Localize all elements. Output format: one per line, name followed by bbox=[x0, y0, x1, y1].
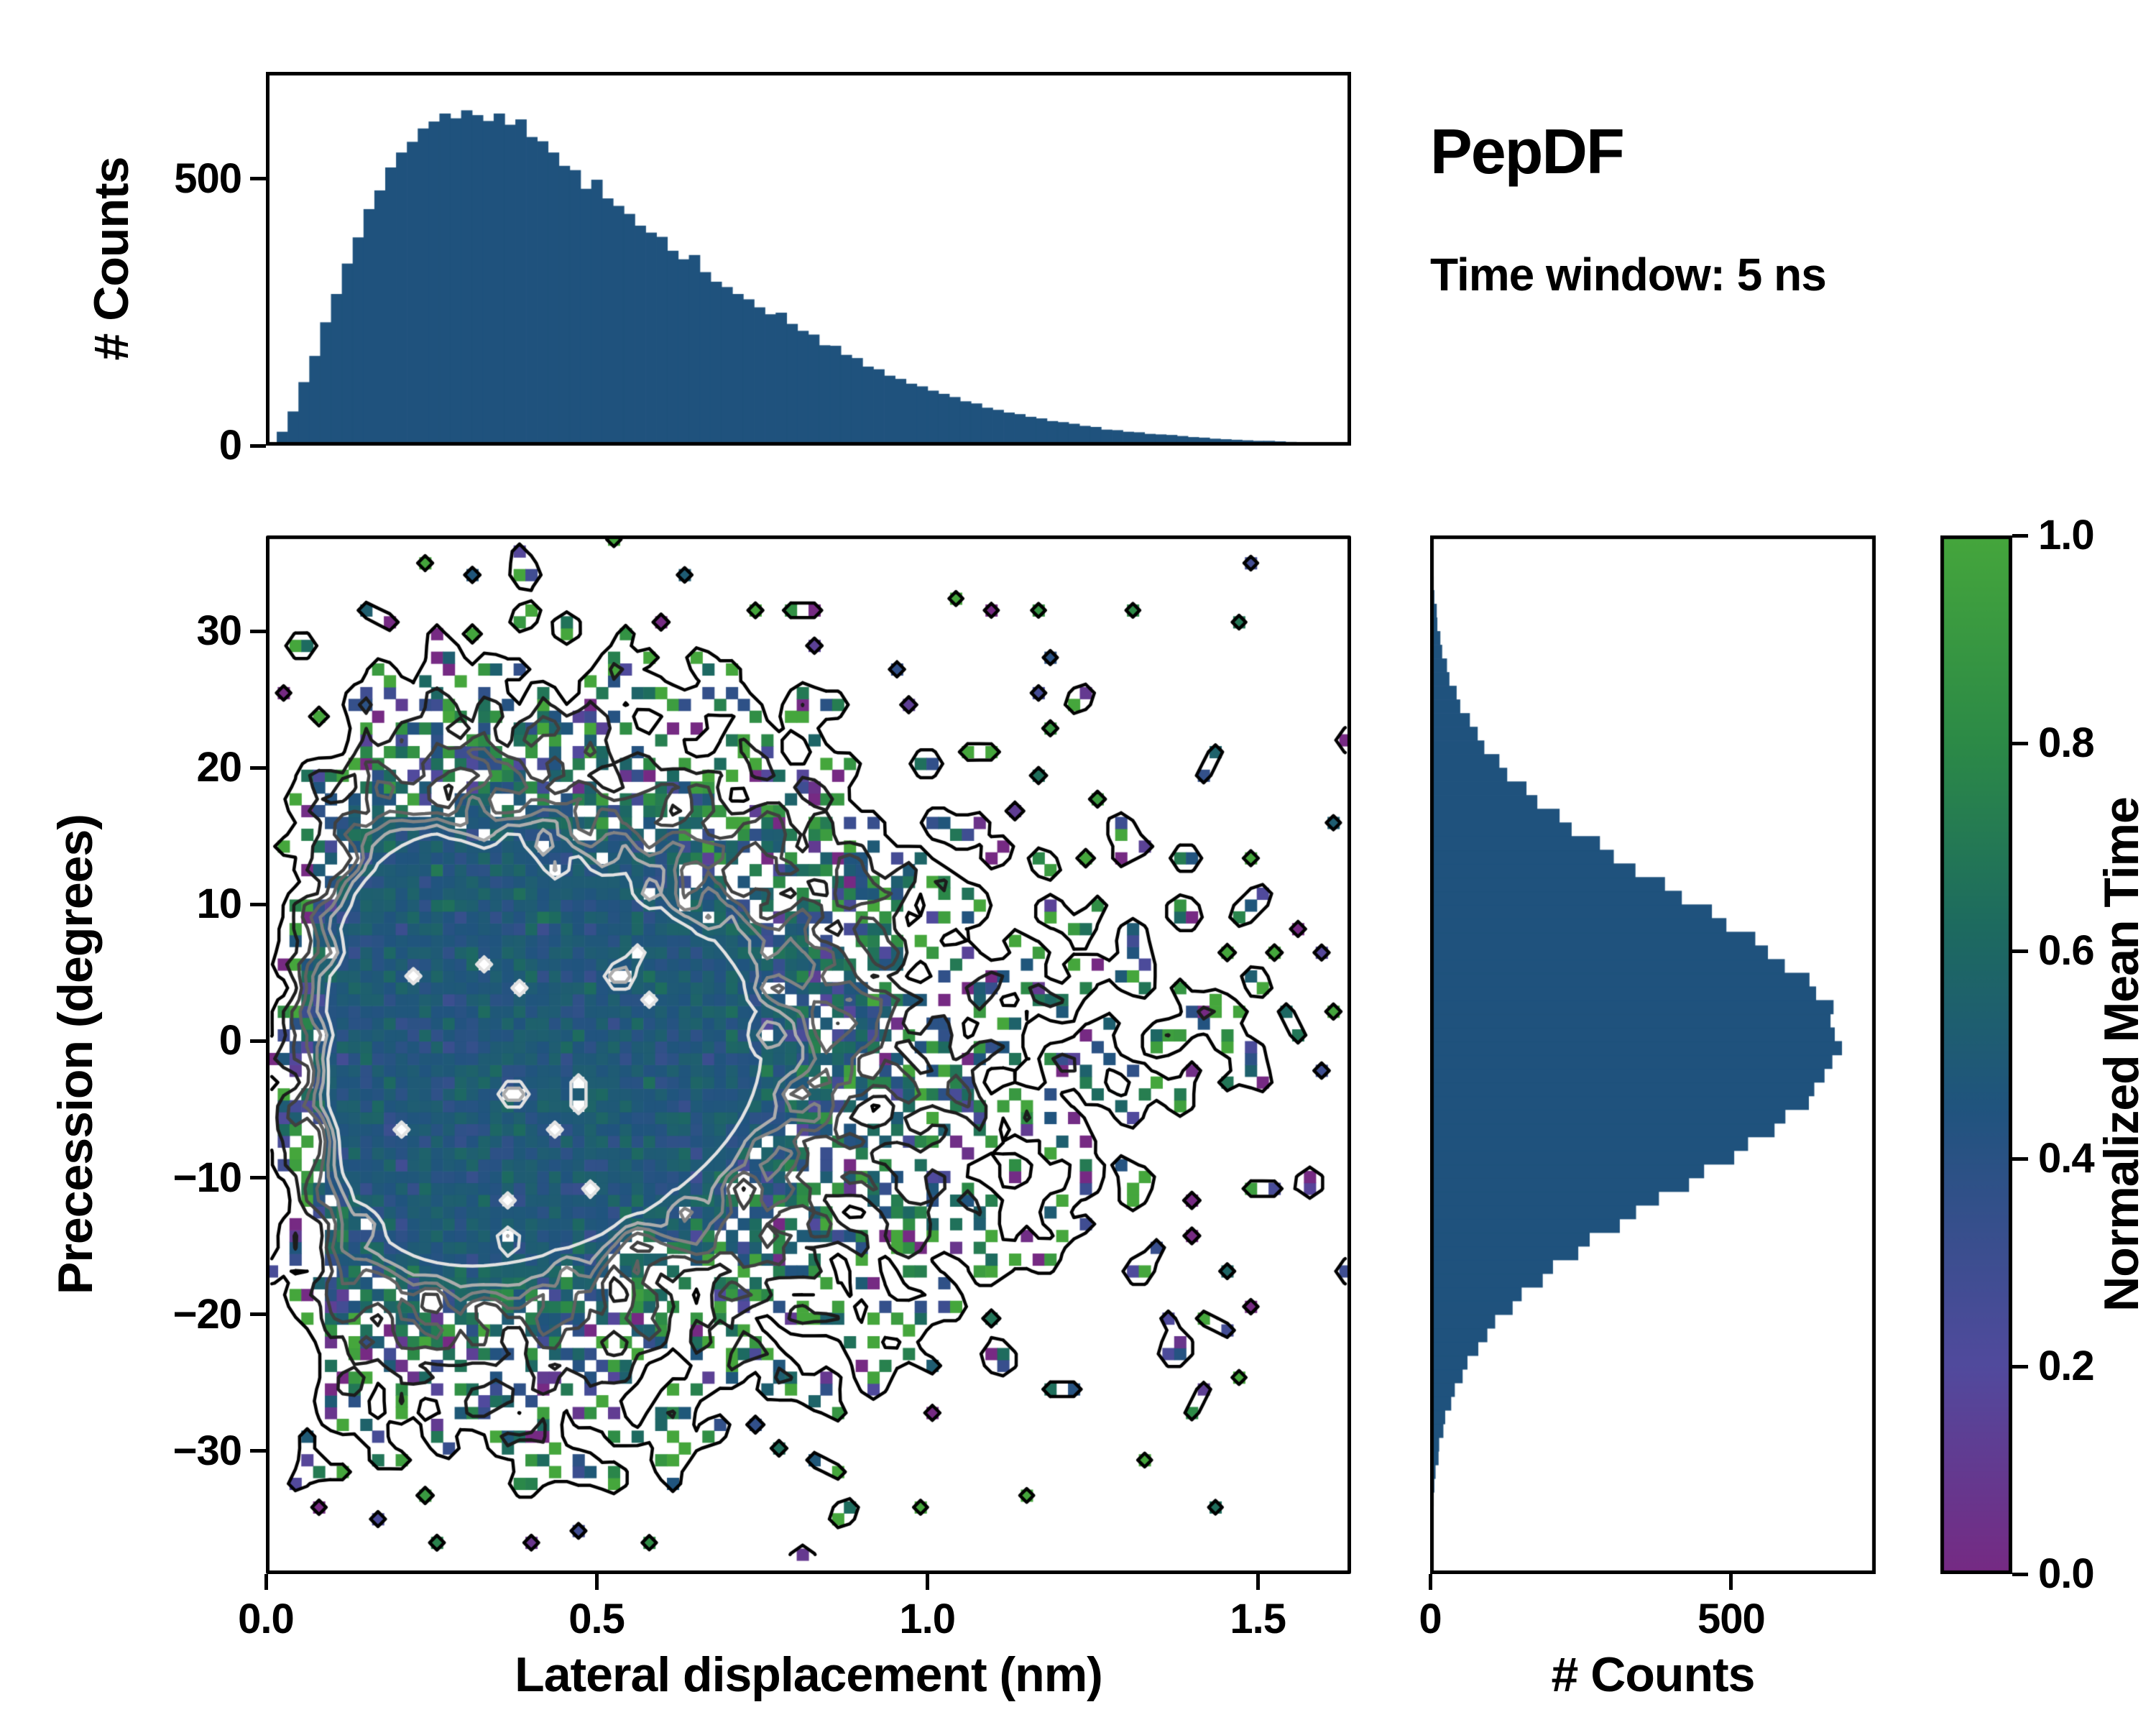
colorbar-tick-label: 0.2 bbox=[2038, 1343, 2095, 1389]
joint-heatmap-panel bbox=[266, 535, 1351, 1574]
joint-y-tick-label: 0 bbox=[218, 1017, 242, 1064]
right-hist-x-tick-label: 0 bbox=[1419, 1596, 1442, 1642]
colorbar-tick-mark bbox=[2012, 533, 2028, 538]
colorbar-tick-label: 0.6 bbox=[2038, 927, 2095, 974]
figure-title: PepDF bbox=[1430, 116, 1625, 187]
joint-y-tick-label: −20 bbox=[172, 1290, 242, 1338]
top-histogram-panel bbox=[266, 72, 1351, 446]
colorbar-tick-label: 1.0 bbox=[2038, 512, 2095, 558]
joint-y-tick-label: −30 bbox=[172, 1427, 242, 1474]
right-hist-x-tick-mark bbox=[1428, 1574, 1432, 1590]
joint-x-tick-mark bbox=[264, 1574, 268, 1590]
joint-x-tick-label: 0.0 bbox=[238, 1596, 295, 1642]
colorbar-tick-mark bbox=[2012, 1572, 2028, 1576]
colorbar-tick-mark bbox=[2012, 949, 2028, 953]
joint-y-tick-mark bbox=[250, 902, 266, 906]
joint-x-tick-mark bbox=[594, 1574, 599, 1590]
colorbar-tick-label: 0.8 bbox=[2038, 719, 2095, 766]
joint-y-tick-mark bbox=[250, 1176, 266, 1180]
top-histogram-canvas bbox=[266, 72, 1351, 446]
right-hist-x-axis-label: # Counts bbox=[1551, 1647, 1756, 1702]
joint-y-tick-mark bbox=[250, 1449, 266, 1453]
joint-x-tick-label: 1.0 bbox=[899, 1596, 956, 1642]
colorbar-canvas bbox=[1940, 535, 2012, 1574]
colorbar-panel bbox=[1940, 535, 2012, 1574]
joint-y-tick-label: 30 bbox=[196, 607, 242, 655]
joint-heatmap-canvas bbox=[266, 535, 1351, 1574]
colorbar-tick-mark bbox=[2012, 741, 2028, 745]
joint-y-tick-mark bbox=[250, 1312, 266, 1317]
joint-x-axis-label: Lateral displacement (nm) bbox=[515, 1647, 1103, 1702]
joint-y-tick-label: −10 bbox=[172, 1154, 242, 1201]
joint-y-tick-mark bbox=[250, 629, 266, 633]
joint-x-tick-label: 0.5 bbox=[568, 1596, 625, 1642]
top-hist-y-tick-label: 500 bbox=[174, 155, 242, 202]
joint-y-tick-label: 10 bbox=[196, 880, 242, 928]
joint-y-tick-mark bbox=[250, 765, 266, 770]
joint-x-tick-mark bbox=[1256, 1574, 1260, 1590]
top-hist-y-tick-label: 0 bbox=[218, 422, 242, 469]
top-hist-y-tick-mark bbox=[250, 177, 266, 181]
right-hist-x-tick-label: 500 bbox=[1697, 1596, 1766, 1642]
joint-y-tick-mark bbox=[250, 1039, 266, 1043]
joint-x-tick-label: 1.5 bbox=[1230, 1596, 1286, 1642]
colorbar-tick-label: 0.0 bbox=[2038, 1550, 2095, 1597]
colorbar-tick-mark bbox=[2012, 1156, 2028, 1161]
joint-y-tick-label: 20 bbox=[196, 744, 242, 791]
figure-subtitle: Time window: 5 ns bbox=[1430, 249, 1827, 300]
joint-x-tick-mark bbox=[925, 1574, 929, 1590]
colorbar-tick-label: 0.4 bbox=[2038, 1135, 2095, 1182]
colorbar-tick-mark bbox=[2012, 1364, 2028, 1368]
right-histogram-panel bbox=[1430, 535, 1876, 1574]
right-histogram-canvas bbox=[1430, 535, 1876, 1574]
right-hist-x-tick-mark bbox=[1729, 1574, 1733, 1590]
top-hist-y-tick-mark bbox=[250, 443, 266, 448]
colorbar-axis-label: Normalized Mean Time bbox=[2094, 797, 2149, 1312]
